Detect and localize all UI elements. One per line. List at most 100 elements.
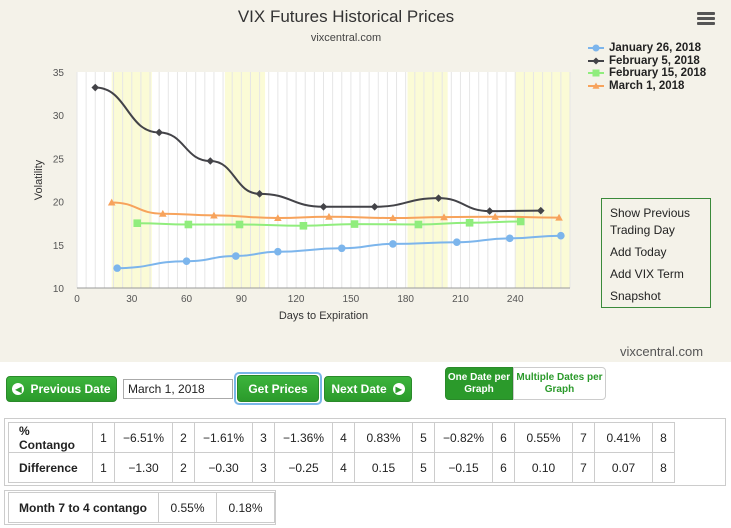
- data-point[interactable]: [536, 206, 545, 215]
- data-point[interactable]: [206, 157, 215, 165]
- month-number: 7: [572, 452, 595, 483]
- table-cell: 0.15: [354, 452, 413, 483]
- data-point[interactable]: [210, 211, 218, 219]
- legend-label: February 5, 2018: [609, 54, 700, 67]
- table-cell: 0.41%: [594, 422, 653, 453]
- legend-label: January 26, 2018: [609, 42, 702, 55]
- table-cell: −0.25: [274, 452, 333, 483]
- data-point[interactable]: [182, 257, 191, 266]
- month-number: 1: [92, 452, 115, 483]
- legend-swatch-icon: [588, 69, 604, 77]
- month-contango-table: Month 7 to 4 contango 0.55% 0.18%: [8, 492, 275, 523]
- chevron-left-icon: ◀: [12, 383, 25, 395]
- row-label: % Contango: [8, 422, 93, 453]
- legend-item[interactable]: January 26, 2018: [588, 42, 706, 55]
- month-number: 1: [92, 422, 115, 453]
- table-row: Difference 1 −1.30 2 −0.30 3 −0.25 4 0.15 5 −0.15 6…: [8, 452, 675, 483]
- month-number: 3: [252, 452, 275, 483]
- menu-item[interactable]: Add Today: [610, 245, 667, 259]
- data-point[interactable]: [389, 240, 397, 248]
- data-point[interactable]: [370, 202, 379, 211]
- table-cell: −6.51%: [114, 422, 173, 453]
- menu-item[interactable]: Add VIX Term: [610, 267, 684, 281]
- month-number: 4: [332, 422, 355, 453]
- legend-swatch-icon: [588, 57, 604, 65]
- data-point[interactable]: [274, 247, 282, 256]
- data-point[interactable]: [555, 213, 563, 221]
- chevron-right-icon: ▶: [392, 383, 405, 395]
- data-point[interactable]: [389, 214, 397, 222]
- data-point[interactable]: [434, 194, 443, 202]
- month-number: 2: [172, 422, 195, 453]
- data-point[interactable]: [319, 202, 328, 211]
- data-point[interactable]: [113, 264, 121, 272]
- y-tick-label: 10: [53, 284, 65, 295]
- data-point[interactable]: [557, 231, 565, 240]
- one-date-per-graph-label: One Date per Graph: [447, 371, 511, 395]
- table-cell: −1.61%: [194, 422, 253, 453]
- x-tick-label: 60: [181, 294, 193, 305]
- multiple-dates-per-graph-toggle[interactable]: Multiple Dates per Graph: [513, 367, 606, 400]
- data-point[interactable]: [155, 128, 163, 137]
- data-point[interactable]: [452, 238, 461, 247]
- chart-legend: January 26, 2018 February 5, 2018 February…: [588, 42, 706, 92]
- y-tick-label: 25: [53, 154, 65, 165]
- shaded-band: [224, 72, 266, 288]
- legend-item[interactable]: February 15, 2018: [588, 67, 706, 80]
- month-number: 4: [332, 452, 355, 483]
- x-tick-label: 0: [74, 294, 80, 305]
- previous-date-button[interactable]: ◀ Previous Date: [6, 376, 117, 402]
- data-point[interactable]: [274, 214, 282, 222]
- data-point[interactable]: [491, 212, 499, 220]
- next-date-button[interactable]: Next Date ▶: [324, 376, 412, 402]
- data-point[interactable]: [91, 83, 100, 92]
- data-point[interactable]: [299, 221, 308, 230]
- month-contango-value: 0.55%: [158, 492, 217, 523]
- x-tick-label: 240: [507, 294, 524, 305]
- data-point[interactable]: [414, 220, 423, 229]
- month-number: 6: [492, 422, 515, 453]
- table-cell: −0.30: [194, 452, 253, 483]
- get-prices-button[interactable]: Get Prices: [237, 375, 319, 402]
- data-point[interactable]: [337, 244, 346, 253]
- month-number: 2: [172, 452, 195, 483]
- watermark: vixcentral.com: [620, 344, 704, 359]
- data-point[interactable]: [235, 220, 244, 229]
- legend-item[interactable]: March 1, 2018: [588, 80, 706, 93]
- x-tick-label: 30: [126, 294, 138, 305]
- x-axis-label: Days to Expiration: [279, 310, 368, 322]
- x-tick-label: 180: [397, 294, 414, 305]
- menu-item[interactable]: Snapshot: [610, 289, 661, 303]
- x-tick-label: 90: [236, 294, 248, 305]
- row-label: Difference: [8, 452, 93, 483]
- month-number: 8: [652, 422, 675, 453]
- hamburger-menu-icon[interactable]: [697, 12, 715, 26]
- contango-table: % Contango 1 −6.51% 2 −1.61% 3 −1.36% 4 0.83% 5 −0…: [8, 422, 675, 483]
- chart-panel: VIX Futures Historical Prices vixcentral.…: [0, 0, 731, 362]
- data-point[interactable]: [485, 207, 494, 215]
- data-point[interactable]: [107, 198, 116, 206]
- data-point[interactable]: [232, 252, 240, 260]
- series-line: [95, 86, 541, 213]
- legend-item[interactable]: February 5, 2018: [588, 55, 706, 68]
- data-point[interactable]: [505, 234, 514, 243]
- date-input[interactable]: [123, 379, 233, 399]
- one-date-per-graph-toggle[interactable]: One Date per Graph: [445, 367, 513, 400]
- data-point[interactable]: [465, 218, 474, 227]
- x-tick-label: 150: [343, 294, 360, 305]
- data-point[interactable]: [325, 212, 333, 220]
- month-contango-label: Month 7 to 4 contango: [8, 492, 159, 523]
- data-point[interactable]: [350, 220, 359, 228]
- data-point[interactable]: [440, 213, 448, 221]
- data-point[interactable]: [159, 209, 167, 217]
- menu-item[interactable]: Show Previous Trading Day: [610, 206, 691, 237]
- table-cell: −1.36%: [274, 422, 333, 453]
- data-point[interactable]: [255, 190, 264, 198]
- data-point[interactable]: [184, 220, 193, 229]
- y-tick-label: 30: [53, 111, 65, 122]
- y-tick-label: 35: [53, 68, 65, 79]
- month-number: 8: [652, 452, 675, 483]
- data-point[interactable]: [516, 217, 525, 226]
- table-cell: 0.83%: [354, 422, 413, 453]
- data-point[interactable]: [133, 219, 142, 227]
